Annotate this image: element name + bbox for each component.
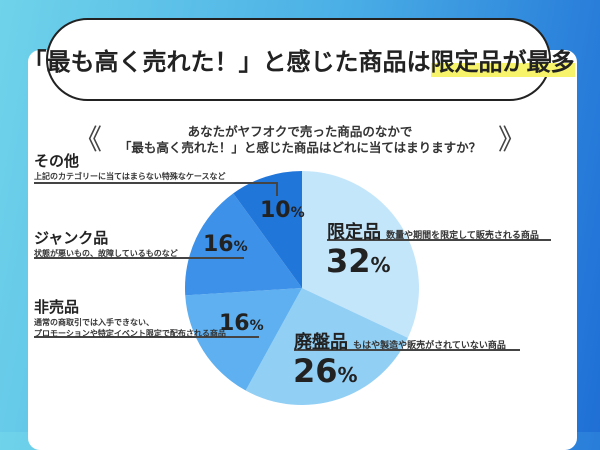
right-bracket: 》 <box>498 123 527 156</box>
headline-highlight: 限定品が最多 <box>430 42 575 77</box>
slice-name: ジャンク品 <box>34 229 109 247</box>
pie-slice-3 <box>184 193 302 296</box>
label-sonota: その他上記のカテゴリーに当てはまらない特殊なケースなど <box>34 150 225 182</box>
pie-chart <box>184 171 420 405</box>
leader-line <box>34 182 276 184</box>
headline-text: 「最も高く売れた！」と感じた商品は <box>22 48 431 76</box>
leader-line <box>34 257 244 259</box>
pct-junk: 16% <box>203 232 248 257</box>
left-bracket: 《 <box>74 123 103 156</box>
question-line-1: あなたがヤフオクで売った商品のなかで <box>187 124 413 139</box>
slice-desc: プロモーションや特定イベント限定で配布される商品 <box>34 329 226 338</box>
pie-slice-4 <box>233 171 302 288</box>
pct-haibanhin: 26% <box>293 352 358 390</box>
slice-desc: 上記のカテゴリーに当てはまらない特殊なケースなど <box>34 172 226 181</box>
headline: 「最も高く売れた！」と感じた商品は 限定品が最多 <box>23 18 575 101</box>
slice-name: その他 <box>34 152 80 170</box>
slice-name: 非売品 <box>34 298 80 316</box>
label-hibaihin: 非売品通常の商取引では入手できない、プロモーションや特定イベント限定で配布される… <box>34 296 226 339</box>
pie-slice-2 <box>185 288 302 391</box>
leader-line <box>276 182 278 196</box>
question-line-2: 「最も高く売れた！」と感じた商品はどれに当てはまりますか？ <box>118 140 482 155</box>
question: あなたがヤフオクで売った商品のなかで 「最も高く売れた！」と感じた商品はどれに当て… <box>80 124 520 156</box>
pct-hibaihin: 16% <box>219 311 264 336</box>
label-genteihin: 限定品 数量や期間を限定して販売される商品 <box>327 222 539 243</box>
slice-desc: 通常の商取引では入手できない、 <box>34 318 154 327</box>
pie-slice-1 <box>245 288 408 405</box>
label-junk: ジャンク品状態が悪いもの、故障しているものなど <box>34 227 178 259</box>
leader-line <box>294 349 520 351</box>
leader-line <box>327 239 551 241</box>
pct-sonota: 10% <box>260 198 305 223</box>
pie-slice-0 <box>302 171 420 338</box>
slice-desc: 状態が悪いもの、故障しているものなど <box>34 249 178 258</box>
pct-genteihin: 32% <box>326 242 391 280</box>
leader-line <box>34 336 259 338</box>
label-haibanhin: 廃盤品 もはや製造や販売がされていない商品 <box>294 332 506 353</box>
